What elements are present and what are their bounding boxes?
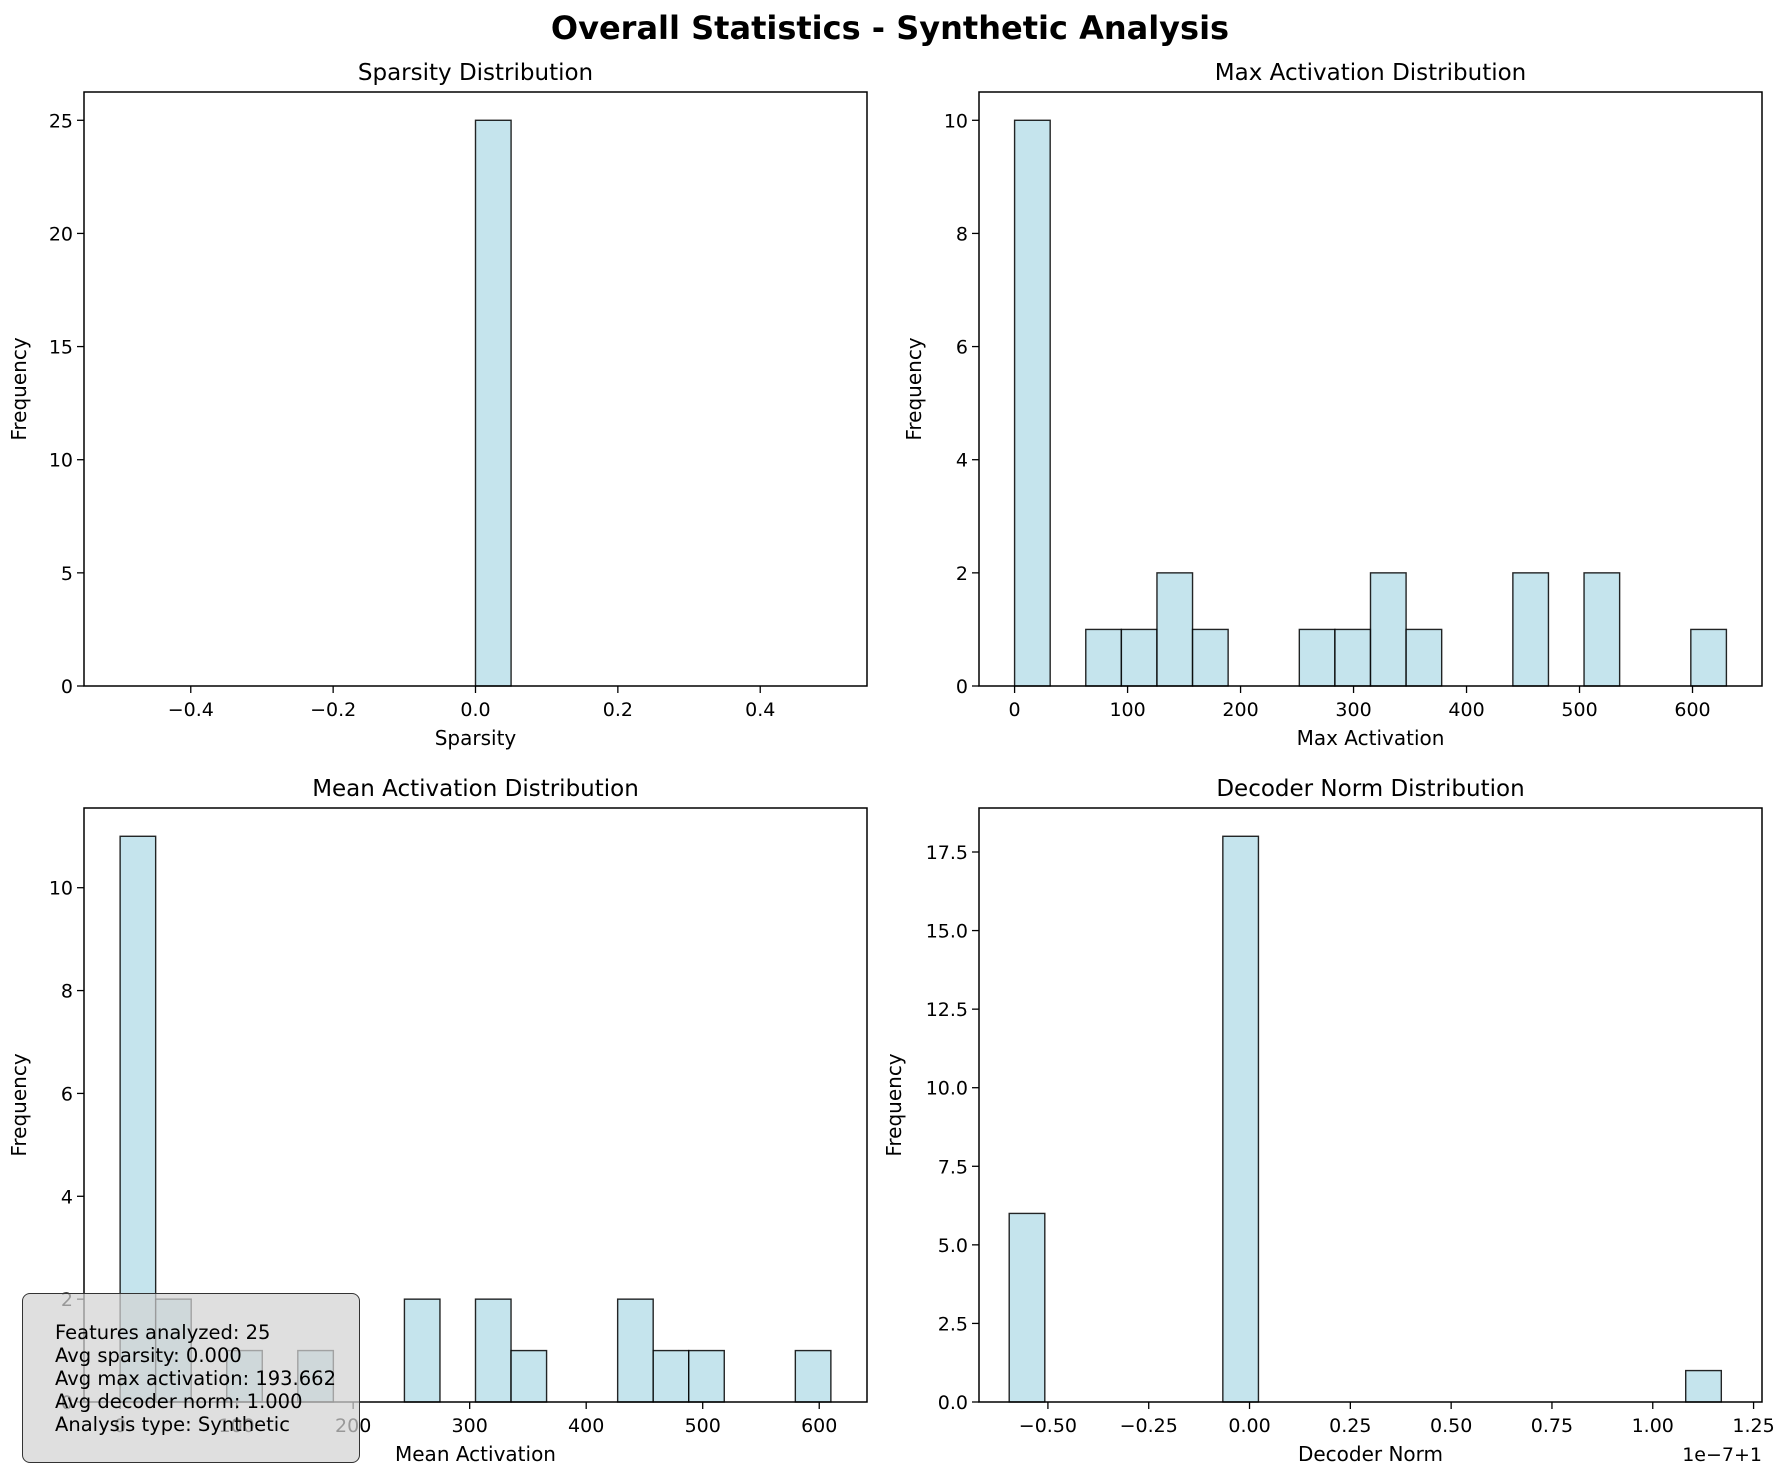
histogram-bar	[1690, 628, 1728, 687]
panel-decoder-norm: −0.50 −0.25 0.00 0.25 0.50 0.75 1.00 1.25 0.0 2.5…	[882, 776, 1775, 1466]
x-tick-label: 0.2	[603, 699, 633, 721]
panel-title: Max Activation Distribution	[1215, 60, 1527, 86]
y-tick-label: 8	[956, 223, 968, 245]
y-tick-label: 20	[49, 223, 73, 245]
y-axis-label: Frequency	[882, 1053, 906, 1156]
stats-line-max-activation: Avg max activation: 193.662	[55, 1367, 336, 1390]
x-tick-label: 0.4	[745, 699, 775, 721]
histogram-bar	[403, 1298, 441, 1403]
histogram-bar	[1512, 572, 1550, 687]
y-tick-label: 10.0	[926, 1078, 968, 1100]
histogram-bar	[1013, 119, 1051, 687]
histogram-bar	[1298, 628, 1336, 687]
y-tick-label: 15	[49, 337, 73, 359]
y-tick-label: 0	[61, 676, 73, 698]
stats-line-sparsity: Avg sparsity: 0.000	[55, 1344, 242, 1367]
x-axis-label: Mean Activation	[395, 1442, 556, 1466]
panel-sparsity: −0.4 −0.2 0.0 0.2 0.4 0 5 10 15 20 25 Sparsity Dist…	[7, 60, 868, 750]
histogram-bar	[652, 1349, 690, 1403]
x-tick-label: 600	[801, 1415, 837, 1437]
x-axis-label: Sparsity	[435, 726, 517, 750]
x-tick-label: −0.50	[1019, 1415, 1077, 1437]
histogram-bar	[1405, 628, 1443, 687]
histogram-bar	[688, 1349, 725, 1403]
x-tick-label: 1.00	[1632, 1415, 1674, 1437]
panel-title: Sparsity Distribution	[358, 60, 593, 86]
figure-title: Overall Statistics - Synthetic Analysis	[551, 9, 1229, 47]
y-tick-label: 12.5	[926, 999, 968, 1021]
y-tick-label: 5.0	[938, 1235, 968, 1257]
x-tick-label: −0.4	[168, 699, 214, 721]
y-tick-label: 0	[956, 676, 968, 698]
stats-box: Features analyzed: 25 Avg sparsity: 0.00…	[22, 1293, 360, 1463]
x-tick-label: 100	[1109, 699, 1145, 721]
histogram-bar	[794, 1349, 832, 1403]
histogram-bar	[1120, 628, 1158, 687]
y-tick-label: 17.5	[926, 842, 968, 864]
histogram-bar	[510, 1349, 548, 1403]
x-tick-label: 500	[1561, 699, 1597, 721]
stats-line-features: Features analyzed: 25	[55, 1321, 271, 1344]
y-tick-label: 15.0	[926, 921, 968, 943]
stats-line-decoder-norm: Avg decoder norm: 1.000	[55, 1390, 303, 1413]
histogram-bar	[1008, 1212, 1046, 1403]
y-tick-label: 10	[49, 878, 73, 900]
y-axis-label: Frequency	[902, 337, 926, 440]
x-tick-label: 300	[452, 1415, 488, 1437]
y-tick-label: 6	[956, 337, 968, 359]
x-tick-label: 200	[1222, 699, 1258, 721]
axes-frame	[83, 807, 868, 1403]
histogram-bar	[474, 1298, 512, 1403]
x-tick-label: 0.0	[460, 699, 490, 721]
panel-title: Mean Activation Distribution	[312, 776, 639, 802]
y-tick-label: 2.5	[938, 1313, 968, 1335]
histogram-bar	[1085, 628, 1123, 687]
axes-frame	[978, 807, 1763, 1403]
x-tick-label: 600	[1674, 699, 1710, 721]
y-tick-label: 0.0	[938, 1392, 968, 1414]
histogram-bar	[1222, 835, 1260, 1403]
y-tick-label: 10	[49, 450, 73, 472]
histogram-bar	[1191, 628, 1229, 687]
x-tick-label: 0	[1009, 699, 1021, 721]
x-tick-label: 1.25	[1732, 1415, 1774, 1437]
x-tick-label: 0.50	[1430, 1415, 1472, 1437]
x-tick-label: −0.2	[310, 699, 356, 721]
panel-max-activation: 0 100 200 300 400 500 600 0 2 4 6 8 10 Max Activation…	[902, 60, 1763, 750]
y-tick-label: 10	[944, 110, 968, 132]
histogram-bar	[1334, 628, 1372, 687]
x-tick-label: −0.25	[1120, 1415, 1178, 1437]
y-tick-label: 4	[61, 1186, 73, 1208]
y-tick-label: 4	[956, 450, 968, 472]
y-tick-label: 25	[49, 110, 73, 132]
histogram-bar	[1583, 572, 1621, 687]
y-tick-label: 2	[956, 563, 968, 585]
y-tick-label: 7.5	[938, 1156, 968, 1178]
x-tick-label: 0.25	[1329, 1415, 1371, 1437]
y-tick-label: 8	[61, 981, 73, 1003]
x-axis-offset-label: 1e−7+1	[1682, 1444, 1762, 1466]
histogram-bar	[616, 1298, 654, 1403]
x-tick-label: 0.00	[1228, 1415, 1270, 1437]
stats-line-analysis-type: Analysis type: Synthetic	[55, 1413, 290, 1436]
x-tick-label: 500	[685, 1415, 721, 1437]
histogram-bar	[1685, 1369, 1723, 1403]
y-tick-label: 5	[61, 563, 73, 585]
histogram-bar	[1369, 572, 1407, 687]
x-axis-label: Decoder Norm	[1298, 1442, 1443, 1466]
x-tick-label: 400	[568, 1415, 604, 1437]
x-axis-label: Max Activation	[1297, 726, 1445, 750]
x-tick-label: 0.75	[1531, 1415, 1573, 1437]
histogram-bar	[1156, 572, 1194, 687]
y-axis-label: Frequency	[7, 337, 31, 440]
panel-title: Decoder Norm Distribution	[1216, 776, 1524, 802]
y-axis-label: Frequency	[7, 1053, 31, 1156]
axes-frame	[978, 91, 1763, 687]
x-tick-label: 400	[1448, 699, 1484, 721]
y-tick-label: 6	[61, 1083, 73, 1105]
x-tick-label: 300	[1335, 699, 1371, 721]
histogram-bar	[474, 119, 512, 687]
